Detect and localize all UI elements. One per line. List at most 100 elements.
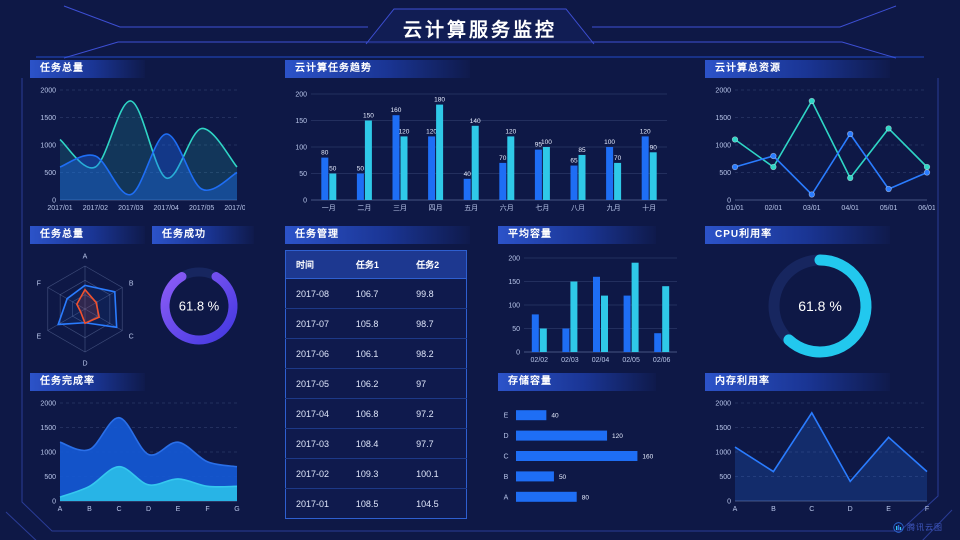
storage-hbar-chart: E 40 D 120 C 160 B 50 A 80 <box>498 393 683 517</box>
cloud-resource-line-chart: 0 500 1000 1500 2000 01/01 02/01 03/01 04/01 05/0… <box>705 80 935 216</box>
svg-text:九月: 九月 <box>607 203 621 212</box>
table-cell: 2017-06 <box>285 338 346 369</box>
completion-area-chart: 0 500 1000 1500 2000 A B C D E F G <box>30 393 245 517</box>
table-cell: 97 <box>406 368 467 399</box>
svg-text:十月: 十月 <box>642 203 656 212</box>
svg-text:500: 500 <box>719 170 731 177</box>
svg-text:40: 40 <box>551 413 559 420</box>
svg-text:0: 0 <box>727 499 731 506</box>
svg-text:140: 140 <box>470 118 481 125</box>
task-total-area-chart: 0 500 1000 1500 2000 2017/01 2017/02 2017/03 201… <box>30 80 249 216</box>
task-trend-bar-chart: 0 50 100 150 200 一月 二月 三月 四月 五月 六月 七月 八月 九月 十月 80 50 160 1… <box>285 80 673 216</box>
svg-text:G: G <box>234 506 239 513</box>
svg-text:A: A <box>83 254 88 261</box>
svg-text:E: E <box>886 506 891 513</box>
svg-text:八月: 八月 <box>571 204 585 212</box>
svg-text:02/06: 02/06 <box>653 357 671 364</box>
svg-text:2000: 2000 <box>40 401 56 408</box>
svg-text:50: 50 <box>299 171 307 178</box>
panel-header-memory-usage: 内存利用率 <box>705 373 890 391</box>
table-row: 2017-03 108.4 97.7 <box>285 428 467 459</box>
svg-text:1000: 1000 <box>715 450 731 457</box>
svg-text:120: 120 <box>505 128 516 135</box>
svg-text:50: 50 <box>329 166 337 173</box>
svg-text:D: D <box>146 506 151 513</box>
svg-text:A: A <box>504 494 509 501</box>
svg-text:100: 100 <box>295 145 307 152</box>
table-cell: 106.7 <box>345 278 407 309</box>
svg-text:150: 150 <box>295 118 307 125</box>
svg-text:2017/04: 2017/04 <box>154 205 179 212</box>
svg-text:95: 95 <box>535 142 543 149</box>
panel-header-avg-capacity: 平均容量 <box>498 226 656 244</box>
table-cell: 97.2 <box>406 398 467 429</box>
svg-text:1500: 1500 <box>715 425 731 432</box>
svg-text:1000: 1000 <box>715 143 731 150</box>
svg-text:500: 500 <box>44 474 56 481</box>
svg-text:A: A <box>58 506 63 513</box>
panel-header-task-total: 任务总量 <box>30 60 145 78</box>
table-cell: 106.8 <box>345 398 407 429</box>
table-cell: 106.2 <box>345 368 407 399</box>
table-cell: 97.7 <box>406 428 467 459</box>
svg-text:0: 0 <box>516 350 520 357</box>
table-cell: 108.5 <box>345 488 407 519</box>
table-cell: 100.1 <box>406 458 467 489</box>
table-cell: 2017-01 <box>285 488 346 519</box>
svg-text:120: 120 <box>399 128 410 135</box>
svg-text:B: B <box>504 474 509 481</box>
table-header-cell: 任务1 <box>345 250 407 279</box>
svg-text:85: 85 <box>578 147 586 154</box>
table-row: 2017-06 106.1 98.2 <box>285 338 467 369</box>
svg-text:A: A <box>733 506 738 513</box>
svg-text:2000: 2000 <box>715 401 731 408</box>
svg-text:2017/03: 2017/03 <box>118 205 143 212</box>
svg-text:50: 50 <box>357 166 365 173</box>
svg-text:04/01: 04/01 <box>841 205 859 212</box>
svg-text:02/03: 02/03 <box>561 357 579 364</box>
table-cell: 106.1 <box>345 338 407 369</box>
svg-text:F: F <box>205 506 209 513</box>
svg-text:40: 40 <box>464 171 472 178</box>
svg-text:160: 160 <box>391 107 402 114</box>
table-row: 2017-07 105.8 98.7 <box>285 308 467 339</box>
table-row: 2017-05 106.2 97 <box>285 368 467 399</box>
svg-text:0: 0 <box>727 198 731 205</box>
svg-text:50: 50 <box>512 326 520 333</box>
svg-text:五月: 五月 <box>464 204 478 212</box>
table-cell: 2017-05 <box>285 368 346 399</box>
svg-text:02/01: 02/01 <box>765 205 783 212</box>
svg-text:02/05: 02/05 <box>622 357 640 364</box>
svg-text:100: 100 <box>508 303 520 310</box>
svg-text:四月: 四月 <box>429 204 443 212</box>
svg-text:65: 65 <box>570 158 578 165</box>
svg-text:200: 200 <box>295 92 307 99</box>
panel-header-task-trend: 云计算任务趋势 <box>285 60 470 78</box>
brand-watermark-label: 腾讯云图 <box>907 523 943 532</box>
table-row: 2017-04 106.8 97.2 <box>285 398 467 429</box>
table-row: 2017-01 108.5 104.5 <box>285 488 467 519</box>
memory-line-chart: 0 500 1000 1500 2000 A B C D E F <box>705 393 935 517</box>
table-row: 2017-08 106.7 99.8 <box>285 278 467 309</box>
svg-text:61.8 %: 61.8 % <box>798 298 842 314</box>
table-header-cell: 任务2 <box>406 250 467 279</box>
table-cell: 2017-08 <box>285 278 346 309</box>
svg-text:七月: 七月 <box>535 203 549 212</box>
svg-text:80: 80 <box>321 150 329 157</box>
svg-text:05/01: 05/01 <box>880 205 898 212</box>
svg-text:E: E <box>36 334 41 341</box>
svg-text:0: 0 <box>52 198 56 205</box>
panel-header-task-table: 任务管理 <box>285 226 470 244</box>
svg-text:2000: 2000 <box>40 88 56 95</box>
svg-text:0: 0 <box>52 499 56 506</box>
svg-text:2017/01: 2017/01 <box>47 205 72 212</box>
table-cell: 98.7 <box>406 308 467 339</box>
svg-text:200: 200 <box>508 256 520 263</box>
svg-text:C: C <box>503 454 508 461</box>
panel-header-storage-capacity: 存储容量 <box>498 373 656 391</box>
svg-text:100: 100 <box>604 139 615 146</box>
task-radar-chart: A B C D E F <box>25 244 145 368</box>
svg-text:1500: 1500 <box>40 115 56 122</box>
